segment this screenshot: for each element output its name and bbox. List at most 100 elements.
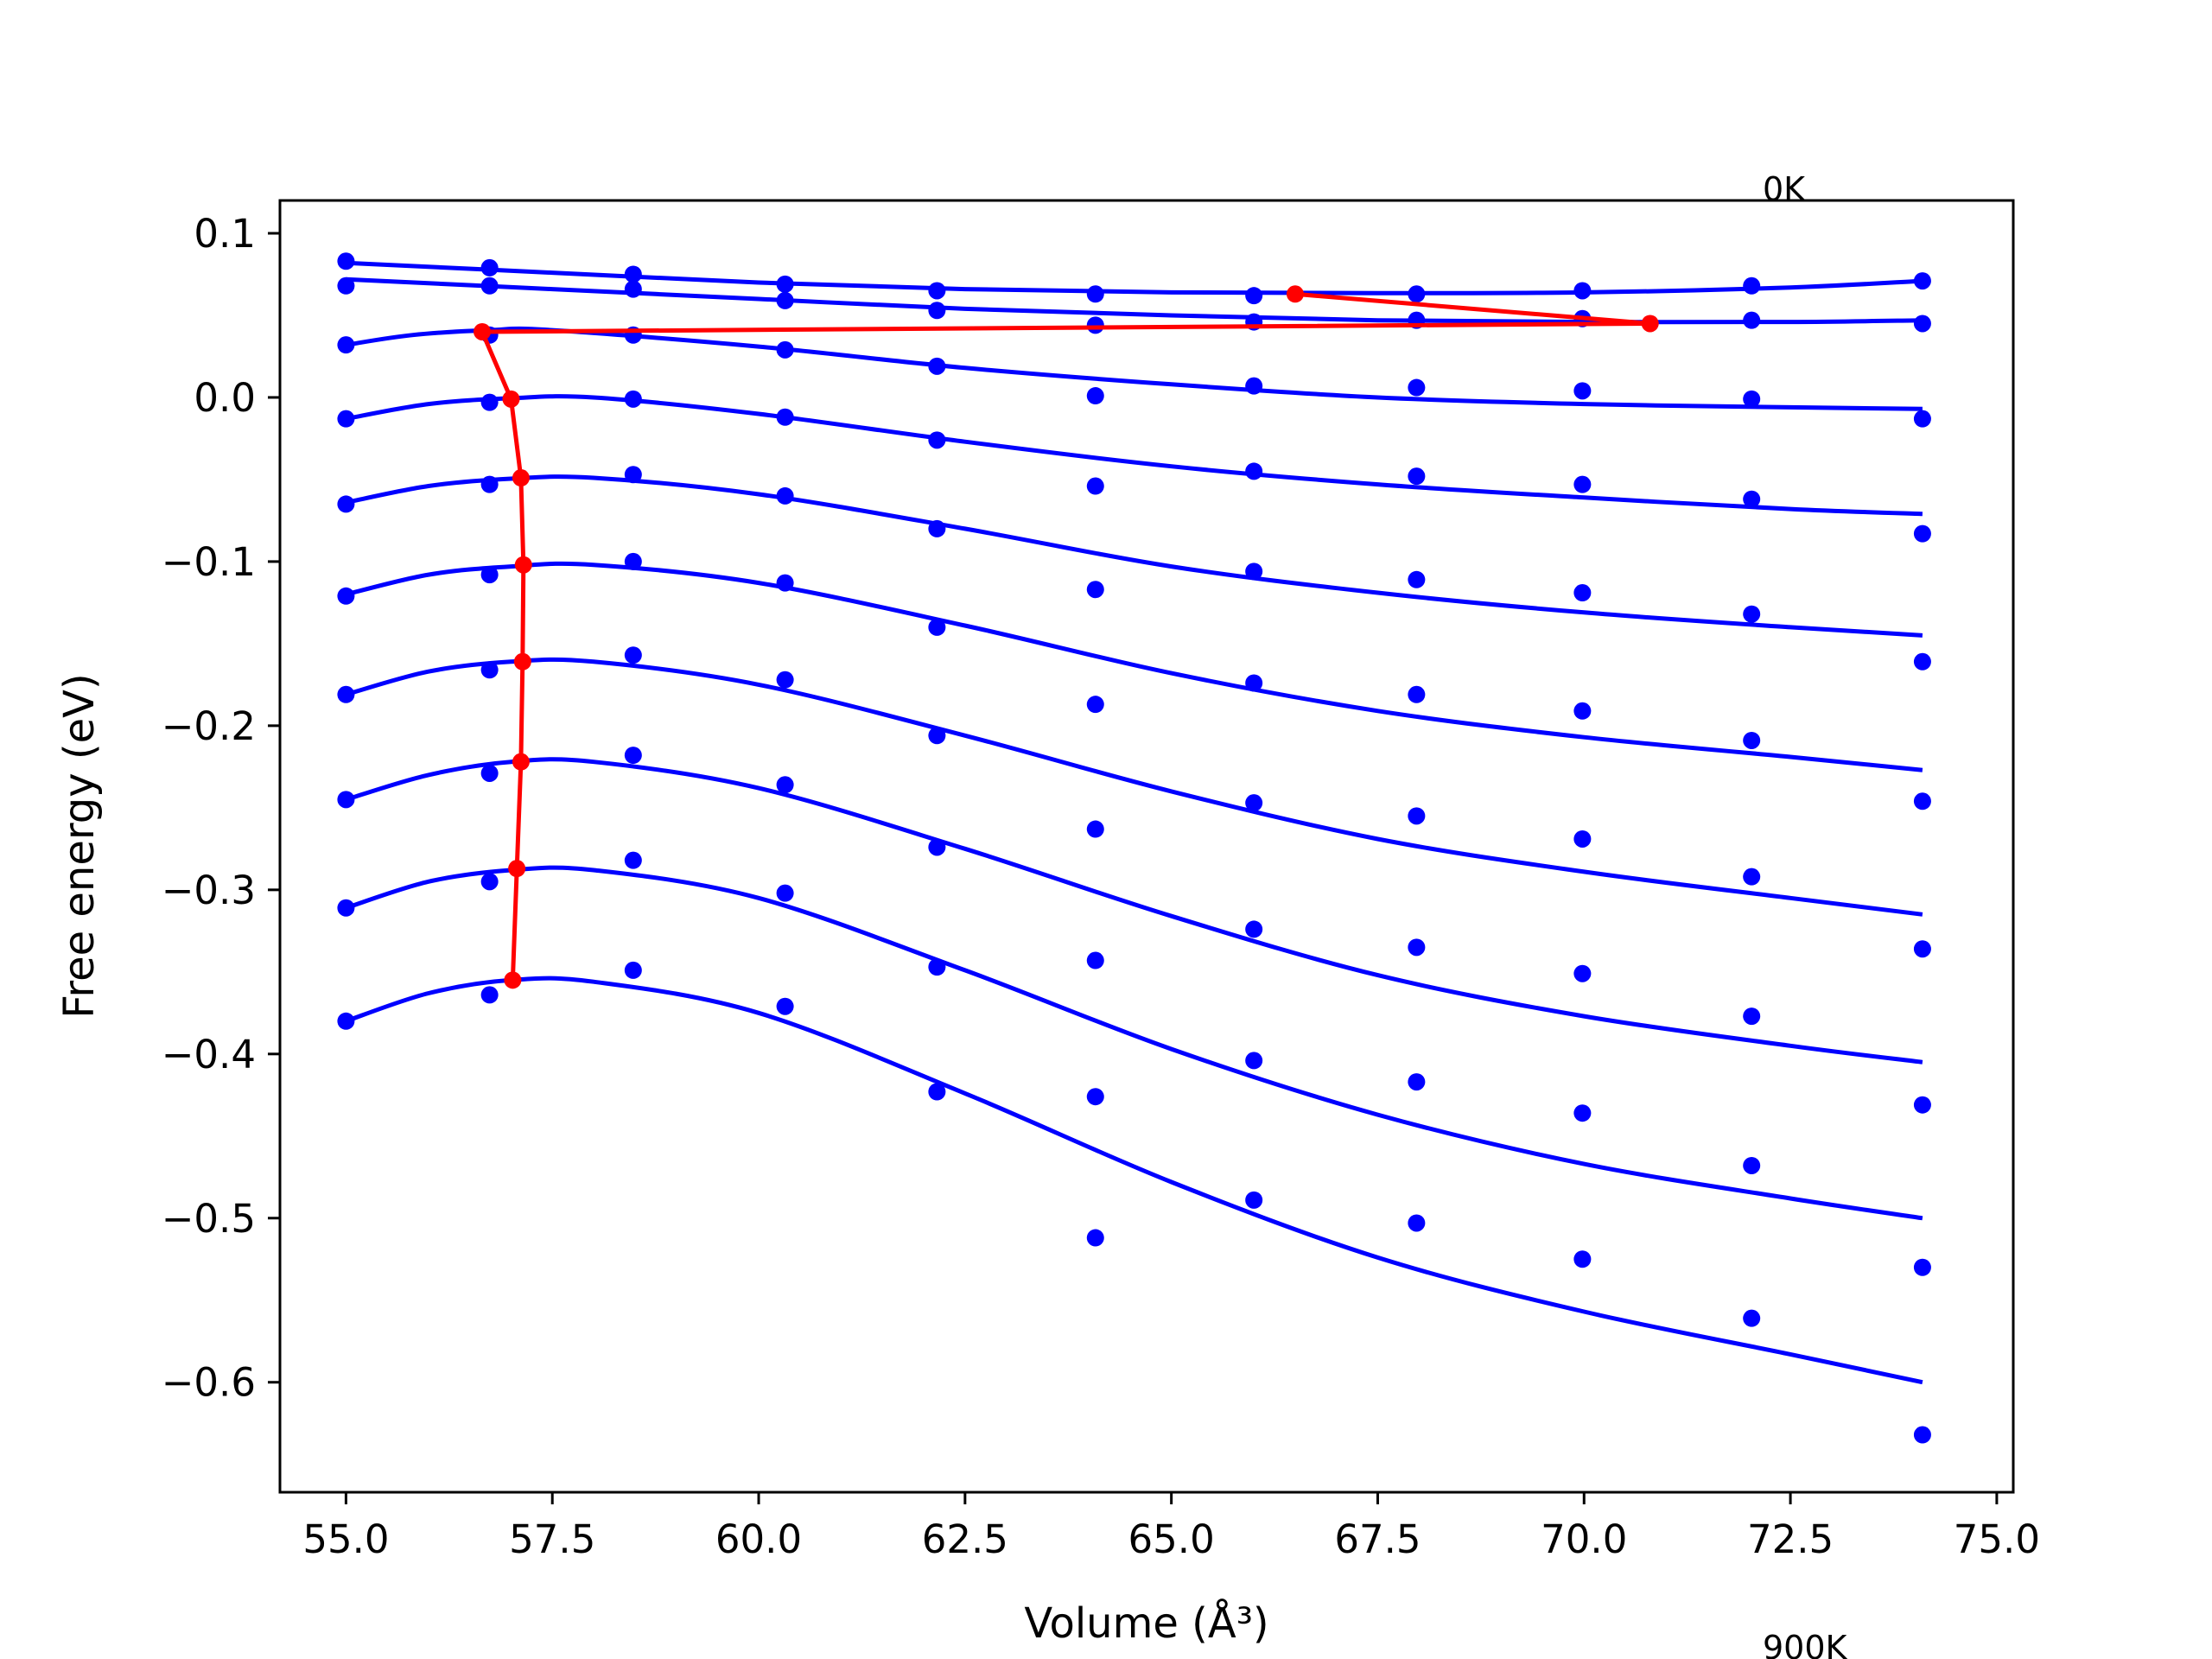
plot-area-frame: [278, 199, 2015, 1494]
data-point: [776, 776, 794, 794]
data-point: [1743, 1309, 1761, 1327]
minima-path: [474, 285, 1659, 989]
data-point: [337, 899, 355, 917]
data-point: [337, 587, 355, 605]
data-point: [624, 265, 642, 283]
data-point: [1245, 1052, 1263, 1070]
data-point: [1913, 652, 1931, 671]
minima-line: [480, 291, 1653, 981]
data-point: [1743, 311, 1761, 329]
data-point: [1573, 702, 1592, 720]
data-point: [928, 727, 946, 745]
data-point: [1573, 1104, 1592, 1122]
x-tick-label: 75.0: [1954, 1516, 2040, 1562]
y-tick-label: 0.1: [194, 211, 256, 257]
data-point: [1408, 467, 1426, 486]
data-point: [624, 646, 642, 664]
data-point: [1086, 951, 1104, 969]
data-point: [928, 357, 946, 375]
data-point: [1086, 1088, 1104, 1106]
minimum-point: [502, 390, 520, 408]
data-point: [1913, 315, 1931, 333]
y-axis-ticks: 0.1 0.0 −0.1 −0.2 −0.3 −0.4 −0.5 −0.6: [162, 211, 280, 1406]
x-tick-label: 67.5: [1334, 1516, 1421, 1562]
fit-curve: [346, 260, 1923, 296]
data-point: [1408, 378, 1426, 397]
x-tick-label: 60.0: [715, 1516, 802, 1562]
data-point: [337, 252, 355, 270]
data-point: [1408, 1214, 1426, 1232]
data-point: [776, 574, 794, 592]
minimum-point: [512, 753, 530, 771]
data-point: [1913, 410, 1931, 428]
x-tick-label: 70.0: [1541, 1516, 1627, 1562]
data-point: [480, 873, 499, 891]
x-tick-label: 55.0: [302, 1516, 389, 1562]
data-point: [480, 393, 499, 411]
data-point: [1086, 387, 1104, 405]
data-point: [1408, 685, 1426, 703]
fit-curve: [345, 394, 1923, 517]
data-point: [928, 958, 946, 976]
data-point: [928, 431, 946, 449]
data-point: [480, 258, 499, 276]
data-point: [480, 475, 499, 493]
data-point: [1086, 581, 1104, 599]
data-point: [1086, 1229, 1104, 1247]
data-point: [480, 276, 499, 295]
data-point: [1743, 390, 1761, 408]
data-point: [1086, 285, 1104, 303]
data-point: [1408, 807, 1426, 825]
data-point: [1086, 316, 1104, 334]
data-point: [1245, 920, 1263, 938]
data-points: [337, 252, 1931, 1444]
data-point: [1086, 477, 1104, 495]
data-point: [776, 997, 794, 1015]
y-tick-label: −0.4: [162, 1032, 256, 1077]
x-axis-ticks: 55.0 57.5 60.0 62.5 65.0 67.5 70.0 72.5 75.0: [302, 1492, 2040, 1562]
data-point: [624, 552, 642, 570]
data-point: [1913, 940, 1931, 958]
data-point: [1913, 524, 1931, 543]
data-point: [928, 838, 946, 856]
data-point: [1573, 1250, 1592, 1268]
data-point: [1743, 1156, 1761, 1174]
data-point: [624, 390, 642, 408]
annotation-end-temperature: 900K: [1763, 1629, 1848, 1659]
minimum-point: [1286, 285, 1304, 303]
data-point: [480, 764, 499, 782]
data-point: [1743, 605, 1761, 623]
data-point: [1245, 1191, 1263, 1209]
minimum-point: [513, 652, 531, 671]
minimum-point: [508, 860, 526, 878]
data-point: [480, 661, 499, 679]
data-point: [1913, 1258, 1931, 1276]
data-point: [1913, 272, 1931, 290]
data-point: [1573, 282, 1592, 300]
minimum-point: [504, 971, 522, 989]
data-point: [776, 340, 794, 359]
data-point: [624, 851, 642, 869]
data-point: [1245, 462, 1263, 480]
data-point: [1086, 820, 1104, 838]
data-point: [776, 408, 794, 426]
x-tick-label: 62.5: [922, 1516, 1008, 1562]
data-point: [337, 791, 355, 809]
x-tick-label: 65.0: [1128, 1516, 1215, 1562]
y-tick-label: −0.1: [162, 539, 256, 585]
data-point: [624, 961, 642, 979]
data-point: [624, 280, 642, 298]
data-point: [624, 466, 642, 484]
data-point: [1743, 1007, 1761, 1026]
y-tick-label: −0.3: [162, 868, 256, 913]
data-point: [776, 884, 794, 902]
minimum-point: [474, 322, 492, 340]
data-point: [928, 282, 946, 300]
data-point: [1743, 731, 1761, 749]
data-point: [1408, 1073, 1426, 1091]
fit-curve: [346, 326, 1923, 411]
data-point: [1408, 285, 1426, 303]
data-point: [1573, 830, 1592, 848]
fit-curve: [346, 276, 1923, 325]
